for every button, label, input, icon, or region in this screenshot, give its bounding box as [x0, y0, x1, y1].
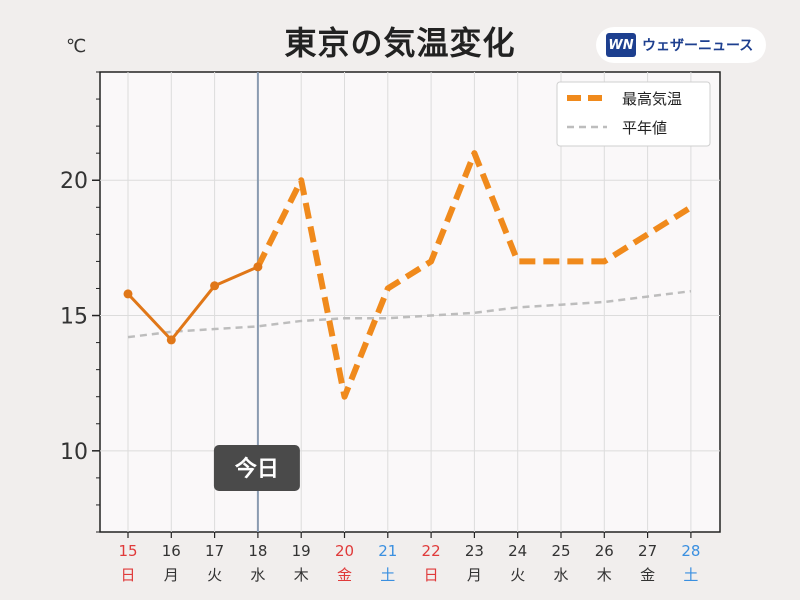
data-point: [123, 289, 133, 299]
x-tick-weekday: 金: [337, 566, 352, 584]
x-tick-day: 25: [551, 542, 570, 560]
today-badge-box: [213, 445, 300, 491]
y-axis: 10 15 20: [60, 71, 100, 533]
x-tick-day: 23: [465, 542, 484, 560]
x-tick-weekday: 水: [250, 566, 265, 584]
x-tick-weekday: 火: [207, 566, 222, 584]
x-tick-day: 27: [638, 542, 657, 560]
y-tick-label: 20: [60, 169, 88, 194]
brand-logo: WN: [606, 33, 636, 57]
series-layer: [123, 150, 693, 400]
x-tick-weekday: 日: [120, 566, 135, 584]
x-tick-day: 24: [508, 542, 527, 560]
x-tick-weekday: 月: [467, 566, 482, 584]
x-tick-weekday: 土: [380, 566, 395, 584]
x-tick-day: 26: [595, 542, 614, 560]
x-axis: 15 日 16 月 17 火 18 水 19 木 20 金 21 土 22 日 23 月 24 火 25 水 26 木 27 金 2…: [118, 532, 700, 584]
series-line-normal: [127, 289, 692, 339]
x-tick-weekday: 日: [424, 566, 439, 584]
x-tick-weekday: 木: [597, 566, 612, 584]
data-point: [166, 335, 176, 345]
x-tick-day: 28: [681, 542, 700, 560]
legend-label-forecast: 最高気温: [622, 90, 682, 108]
x-tick-day: 20: [335, 542, 354, 560]
x-tick-weekday: 金: [640, 566, 655, 584]
x-tick-day: 16: [162, 542, 181, 560]
legend-label-normal: 平年値: [622, 119, 667, 137]
brand-name: ウェザーニュース: [642, 38, 754, 54]
x-tick-weekday: 木: [294, 566, 309, 584]
today-badge: 今日: [213, 445, 300, 491]
series-line-forecast: [255, 150, 693, 400]
x-tick-day: 19: [292, 542, 311, 560]
x-tick-weekday: 水: [553, 566, 568, 584]
x-tick-weekday: 火: [510, 566, 525, 584]
y-tick-label: 15: [60, 305, 88, 330]
brand-badge: WN ウェザーニュース: [596, 27, 766, 63]
series-line-observed: [126, 265, 259, 343]
x-tick-weekday: 月: [164, 566, 179, 584]
legend: 最高気温 平年値: [556, 81, 711, 147]
x-tick-day: 18: [248, 542, 267, 560]
y-axis-unit: ℃: [66, 36, 87, 57]
x-tick-day: 17: [205, 542, 224, 560]
today-label: 今日: [235, 456, 279, 482]
data-point: [253, 262, 263, 272]
x-tick-day: 21: [378, 542, 397, 560]
y-tick-label: 10: [60, 440, 88, 465]
x-tick-weekday: 土: [683, 566, 698, 584]
x-tick-day: 15: [118, 542, 137, 560]
chart-title: 東京の気温変化: [284, 24, 516, 62]
data-point: [210, 281, 220, 291]
x-tick-day: 22: [422, 542, 441, 560]
